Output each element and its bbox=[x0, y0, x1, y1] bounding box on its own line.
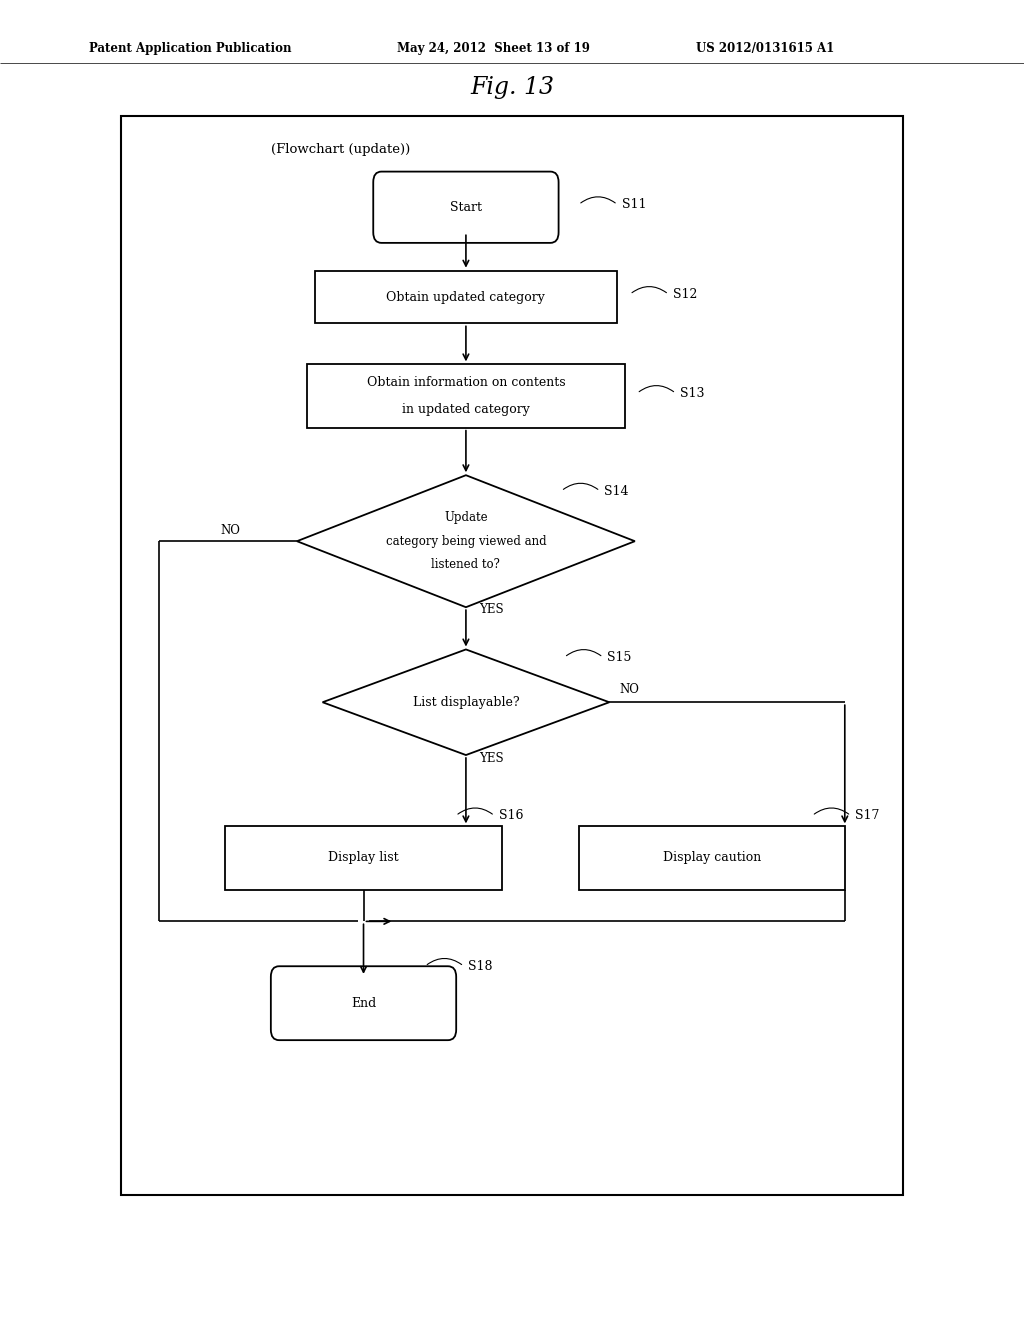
Text: May 24, 2012  Sheet 13 of 19: May 24, 2012 Sheet 13 of 19 bbox=[397, 42, 590, 54]
Text: S13: S13 bbox=[680, 387, 705, 400]
Text: Fig. 13: Fig. 13 bbox=[470, 75, 554, 99]
Text: Display list: Display list bbox=[329, 851, 398, 865]
Text: List displayable?: List displayable? bbox=[413, 696, 519, 709]
Polygon shape bbox=[297, 475, 635, 607]
Text: Patent Application Publication: Patent Application Publication bbox=[89, 42, 292, 54]
Text: Start: Start bbox=[450, 201, 482, 214]
Bar bbox=[307, 364, 625, 428]
Text: Obtain updated category: Obtain updated category bbox=[386, 290, 546, 304]
Text: YES: YES bbox=[479, 603, 504, 616]
Text: S17: S17 bbox=[855, 809, 880, 822]
Bar bbox=[121, 116, 903, 1195]
Text: S18: S18 bbox=[468, 960, 493, 973]
Text: S11: S11 bbox=[622, 198, 646, 211]
Text: End: End bbox=[351, 997, 376, 1010]
Text: Obtain information on contents: Obtain information on contents bbox=[367, 376, 565, 389]
Bar bbox=[315, 271, 616, 323]
Text: Display caution: Display caution bbox=[663, 851, 761, 865]
Text: (Flowchart (update)): (Flowchart (update)) bbox=[271, 143, 411, 156]
Bar bbox=[225, 826, 502, 890]
Text: S16: S16 bbox=[499, 809, 523, 822]
Text: category being viewed and: category being viewed and bbox=[386, 535, 546, 548]
Text: S12: S12 bbox=[673, 288, 697, 301]
Text: S15: S15 bbox=[607, 651, 632, 664]
FancyBboxPatch shape bbox=[270, 966, 456, 1040]
Text: YES: YES bbox=[479, 752, 504, 766]
Bar bbox=[579, 826, 845, 890]
Text: Update: Update bbox=[444, 511, 487, 524]
FancyBboxPatch shape bbox=[373, 172, 559, 243]
Text: NO: NO bbox=[620, 682, 639, 696]
Text: in updated category: in updated category bbox=[402, 403, 529, 416]
Text: listened to?: listened to? bbox=[431, 558, 501, 572]
Text: US 2012/0131615 A1: US 2012/0131615 A1 bbox=[696, 42, 835, 54]
Polygon shape bbox=[323, 649, 609, 755]
Text: NO: NO bbox=[220, 524, 240, 537]
Text: S14: S14 bbox=[604, 484, 629, 498]
